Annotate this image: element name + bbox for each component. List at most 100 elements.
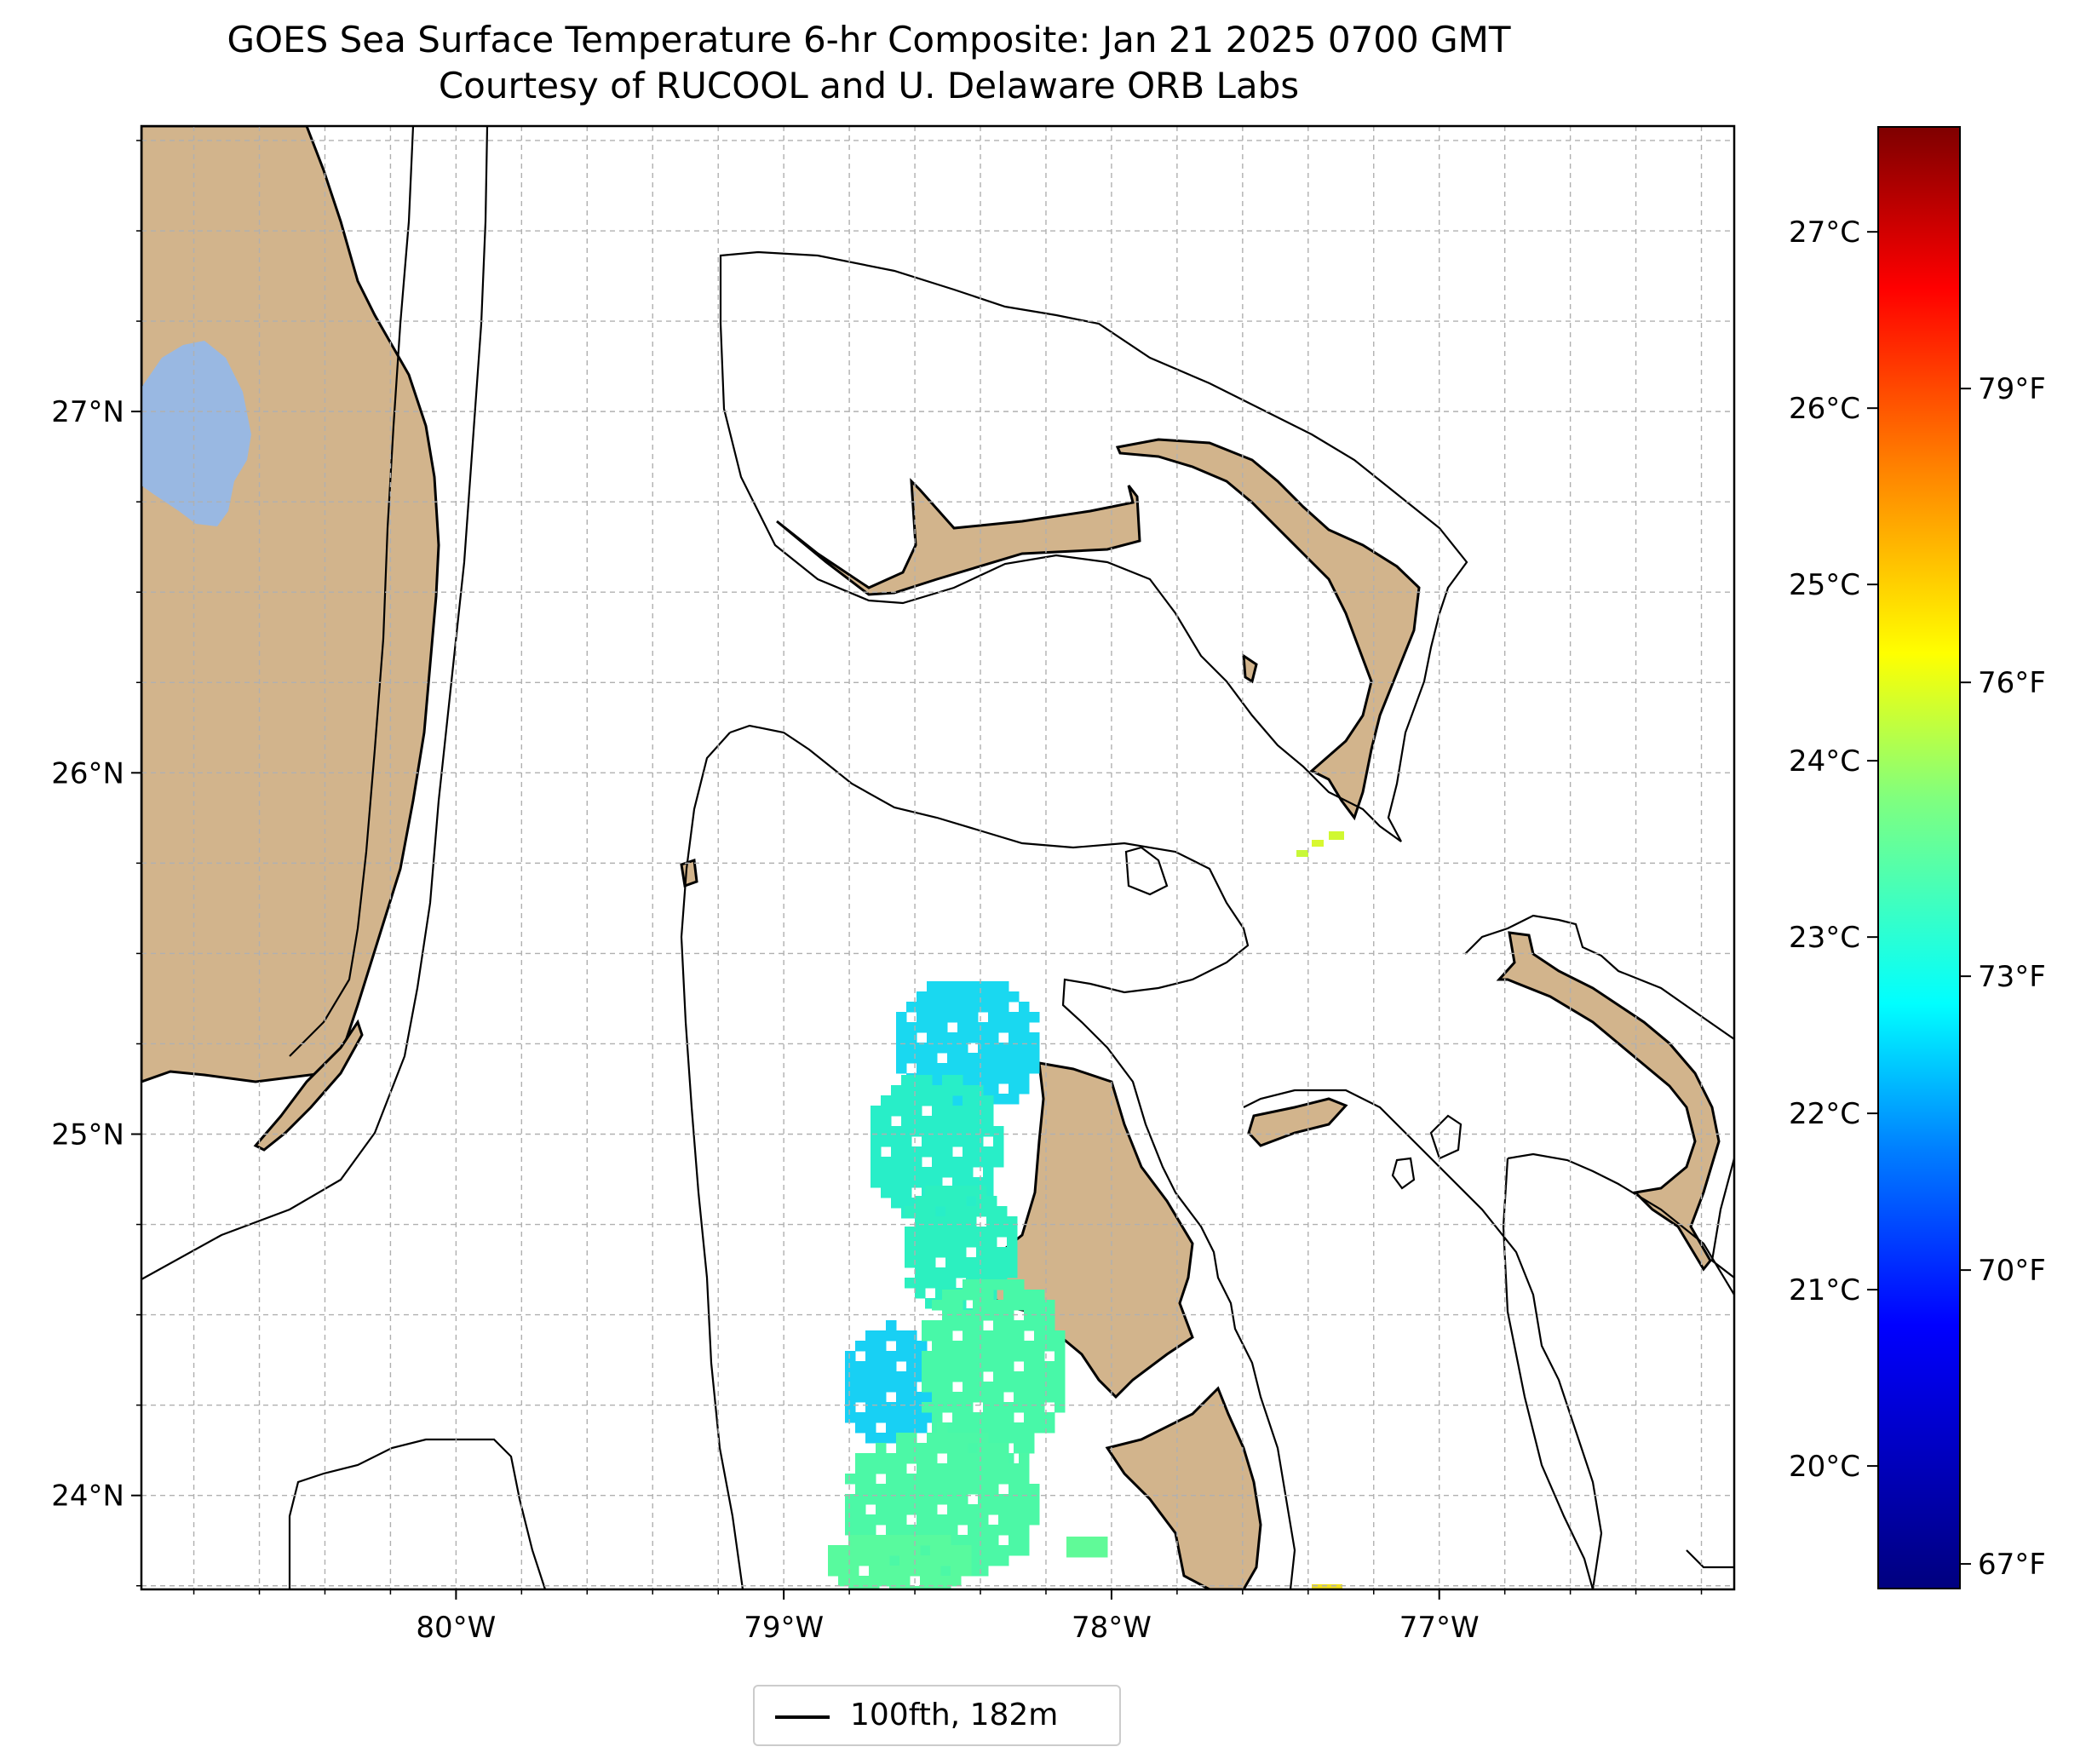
sst-cell (963, 1382, 974, 1393)
sst-cell (945, 1227, 957, 1238)
sst-cell (1024, 1341, 1035, 1352)
sst-cell (845, 1351, 856, 1362)
sst-cell (952, 1320, 963, 1331)
sst-cell (896, 1371, 907, 1382)
sst-cell (986, 1196, 997, 1207)
sst-cell (891, 1106, 902, 1117)
sst-cell (896, 1443, 907, 1454)
sst-cell (968, 1433, 979, 1444)
sst-cell (1034, 1351, 1045, 1362)
sst-cell (952, 1167, 963, 1178)
sst-cell (998, 1514, 1009, 1526)
legend-label: 100fth, 182m (850, 1698, 1059, 1732)
sst-cell (998, 1504, 1009, 1515)
sst-cell (1007, 1257, 1018, 1268)
sst-cell (1054, 1341, 1066, 1352)
sst-cell (927, 1053, 938, 1064)
sst-cell (998, 991, 1009, 1003)
sst-cell (1009, 1053, 1020, 1064)
sst-cell (1009, 1094, 1020, 1105)
sst-cell (910, 1535, 921, 1546)
sst-cell (930, 1555, 941, 1566)
sst-cell (957, 1484, 968, 1495)
sst-cell (865, 1382, 876, 1393)
sst-cell (963, 1279, 974, 1290)
sst-cell (956, 1267, 967, 1278)
sst-cell (942, 1095, 953, 1106)
sst-cell (937, 1063, 948, 1074)
sst-cell (947, 1504, 958, 1515)
sst-cell (891, 1136, 902, 1147)
sst-cell (978, 1022, 989, 1033)
sst-cell (876, 1443, 887, 1454)
sst-cell (901, 1126, 912, 1137)
sst-cell (963, 1136, 974, 1147)
sst-cell (886, 1484, 897, 1495)
sst-cell (855, 1514, 866, 1526)
sst-cell (957, 1474, 968, 1485)
sst-cell (920, 1535, 931, 1546)
sst-cell (896, 1063, 907, 1074)
sst-cell (899, 1555, 911, 1566)
sst-cell (947, 1453, 958, 1464)
sst-cell (973, 1085, 984, 1096)
sst-patch-layer (828, 831, 1344, 1589)
sst-cell (973, 1095, 984, 1106)
sst-cell (942, 1402, 953, 1413)
sst-cell (1009, 1073, 1020, 1084)
sst-cell (998, 1012, 1009, 1023)
sst-cell (942, 1371, 953, 1382)
sst-cell (937, 1012, 948, 1023)
sst-cell (1034, 1320, 1045, 1331)
sst-cell (855, 1412, 866, 1423)
celsius-tick-label: 21°C (1789, 1273, 1860, 1307)
sst-cell (848, 1576, 859, 1587)
sst-cell (942, 1382, 953, 1393)
sst-cell (1009, 1022, 1020, 1033)
sst-cell (1007, 1227, 1018, 1238)
sst-cell (968, 1514, 979, 1526)
sst-cell (947, 1063, 958, 1074)
sst-cell (881, 1177, 892, 1188)
sst-cell (1019, 1073, 1030, 1084)
sst-cell (1014, 1382, 1025, 1393)
sst-cell (937, 1463, 948, 1474)
sst-cell (922, 1330, 933, 1342)
sst-cell (966, 1206, 977, 1217)
sst-cell (945, 1216, 957, 1227)
sst-cell (922, 1351, 933, 1362)
sst-cell (865, 1525, 876, 1536)
sst-cell (911, 1167, 922, 1178)
celsius-tick-label: 26°C (1789, 392, 1860, 426)
sst-cell (1034, 1341, 1045, 1352)
sst-cell (901, 1198, 912, 1209)
sst-cell (911, 1095, 922, 1106)
sst-cell (1024, 1361, 1035, 1372)
sst-cell (993, 1341, 1004, 1352)
sst-cell (838, 1555, 849, 1566)
sst-cell (911, 1116, 922, 1127)
sst-cell (1097, 1547, 1108, 1558)
sst-cell (963, 1146, 974, 1158)
sst-cell (845, 1361, 856, 1372)
sst-cell (978, 1514, 989, 1526)
sst-cell (1009, 1494, 1020, 1505)
sst-cell (1024, 1443, 1035, 1454)
sst-cell (871, 1167, 882, 1178)
sst-cell (896, 1514, 907, 1526)
sst-cell (845, 1474, 856, 1485)
sst-cell (963, 1330, 974, 1342)
sst-cell (1312, 1584, 1342, 1589)
sst-cell (976, 1247, 987, 1258)
sst-cell (978, 981, 989, 992)
sst-cell (1034, 1330, 1045, 1342)
sst-cell (947, 991, 958, 1003)
sst-cell (865, 1402, 876, 1413)
sst-cell (935, 1247, 946, 1258)
sst-cell (1014, 1371, 1025, 1382)
sst-cell (927, 1032, 938, 1043)
sst-cell (927, 1022, 938, 1033)
sst-cell (922, 1167, 933, 1178)
sst-cell (901, 1106, 912, 1117)
sst-cell (993, 1136, 1004, 1147)
